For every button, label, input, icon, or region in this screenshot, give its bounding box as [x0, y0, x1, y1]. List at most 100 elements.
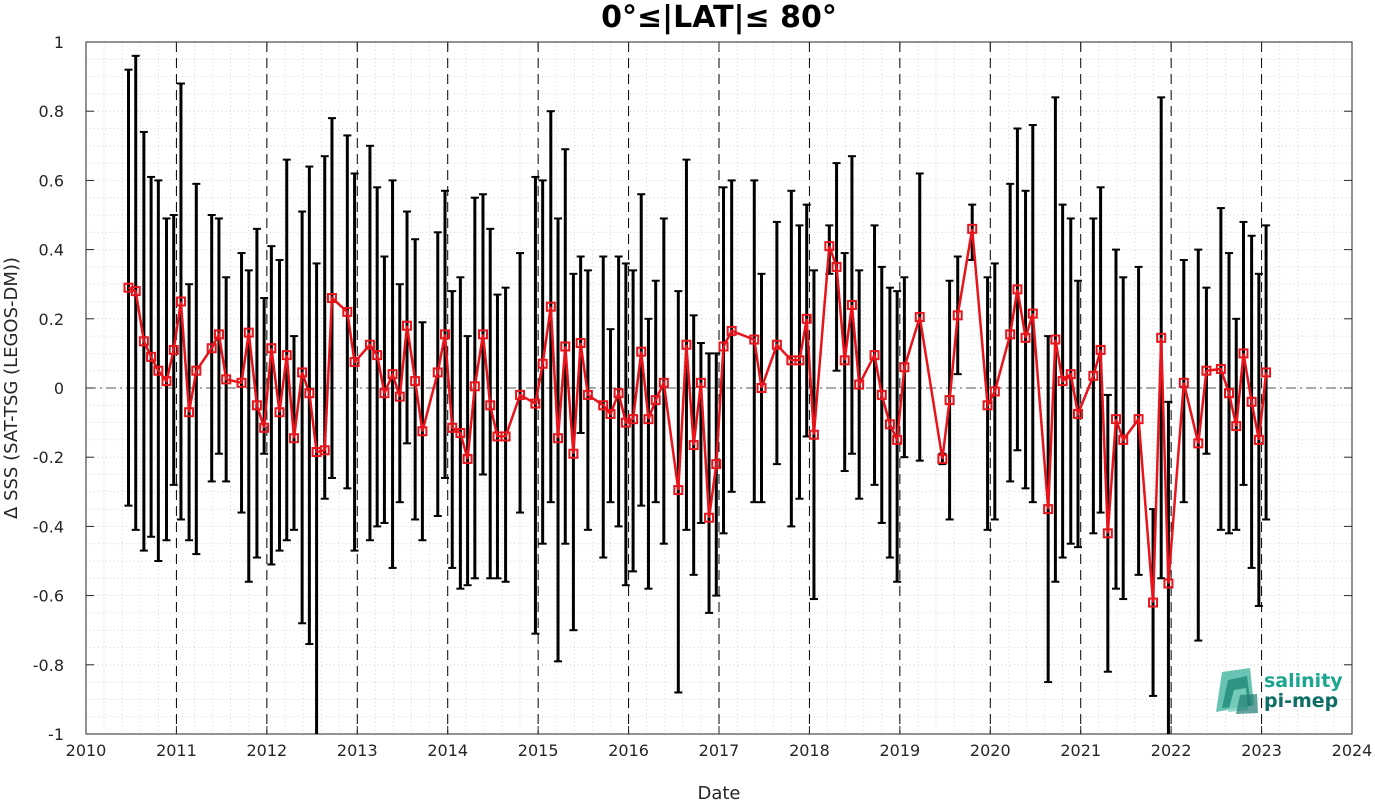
data-point-marker	[756, 383, 767, 393]
data-point-marker	[130, 286, 141, 297]
data-point-marker	[545, 301, 556, 312]
data-point-marker	[161, 376, 172, 387]
data-point-marker	[643, 414, 654, 425]
data-point-marker	[319, 445, 330, 456]
data-point-marker	[394, 391, 405, 402]
data-point-marker	[1224, 388, 1235, 399]
y-tick-label: 0.8	[39, 102, 64, 121]
data-point-marker	[432, 367, 443, 378]
data-point-marker	[1073, 408, 1084, 419]
y-tick-label: -0.8	[33, 656, 64, 675]
data-point-marker	[236, 377, 247, 388]
data-point-marker	[447, 422, 458, 433]
data-point-marker	[1050, 334, 1061, 345]
data-point-marker	[613, 388, 624, 399]
data-point-marker	[326, 293, 337, 304]
data-point-marker	[582, 389, 593, 400]
data-point-marker	[1088, 370, 1099, 381]
data-point-marker	[568, 448, 579, 459]
data-point-marker	[628, 414, 639, 425]
data-point-marker	[967, 223, 978, 234]
data-point-marker	[575, 338, 586, 349]
data-point-marker	[281, 350, 292, 361]
data-point-marker	[221, 374, 232, 385]
data-point-marker	[1020, 332, 1031, 343]
data-point-marker	[1193, 438, 1204, 449]
data-point-marker	[342, 306, 353, 317]
data-point-marker	[982, 400, 993, 411]
data-point-marker	[884, 419, 895, 430]
reference-lines	[86, 42, 1352, 734]
data-point-marker	[937, 453, 948, 464]
data-point-marker	[500, 431, 511, 442]
data-point-marker	[704, 512, 715, 523]
data-point-marker	[892, 434, 903, 445]
salinity-pi-mep-logo: salinity pi-mep	[1216, 668, 1343, 714]
data-point-marker	[1102, 528, 1113, 539]
data-point-marker	[726, 325, 737, 336]
data-point-marker	[636, 346, 647, 357]
data-point-marker	[297, 367, 308, 378]
data-point-marker	[1065, 369, 1076, 380]
data-point-marker	[839, 355, 850, 366]
data-point-marker	[831, 261, 842, 272]
data-point-marker	[440, 329, 451, 340]
data-point-marker	[1118, 434, 1129, 445]
data-point-marker	[266, 343, 277, 354]
data-point-marker	[1005, 329, 1016, 340]
data-point-marker	[469, 381, 480, 392]
y-tick-label: 0	[54, 379, 64, 398]
data-point-marker	[808, 429, 819, 440]
x-tick-label: 2014	[427, 741, 468, 760]
data-point-marker	[387, 369, 398, 380]
x-tick-label: 2012	[246, 741, 287, 760]
data-point-marker	[243, 327, 254, 338]
y-tick-label: -0.4	[33, 517, 64, 536]
data-point-marker	[153, 365, 164, 376]
data-point-marker	[914, 312, 925, 323]
x-tick-label: 2016	[608, 741, 649, 760]
data-point-marker	[1156, 332, 1167, 343]
data-point-marker	[681, 339, 692, 350]
data-point-marker	[1148, 597, 1159, 608]
data-point-marker	[304, 388, 315, 399]
data-point-marker	[1253, 434, 1264, 445]
x-tick-label: 2011	[156, 741, 197, 760]
data-point-marker	[1178, 377, 1189, 388]
x-tick-label: 2022	[1151, 741, 1192, 760]
y-tick-label: 1	[54, 33, 64, 52]
data-point-marker	[695, 377, 706, 388]
data-point-marker	[899, 362, 910, 373]
data-point-marker	[794, 355, 805, 366]
x-tick-label: 2020	[970, 741, 1011, 760]
data-point-marker	[876, 389, 887, 400]
data-point-marker	[650, 395, 661, 406]
data-point-marker	[854, 379, 865, 390]
error-bars	[124, 54, 1271, 734]
data-point-marker	[462, 453, 473, 464]
data-point-marker	[1238, 348, 1249, 359]
data-point-marker	[801, 313, 812, 324]
data-point-marker	[673, 485, 684, 496]
data-point-marker	[824, 241, 835, 252]
data-point-marker	[138, 336, 149, 347]
data-point-marker	[1201, 365, 1212, 376]
axis-ticks: 2010 2011 2012 2013 2014 2015 2016 2017 2018 2019…	[33, 33, 1373, 760]
data-point-marker	[771, 339, 782, 350]
data-point-marker	[688, 440, 699, 451]
data-point-marker	[537, 358, 548, 369]
data-point-marker	[530, 398, 541, 409]
data-point-marker	[598, 400, 609, 411]
x-tick-label: 2019	[879, 741, 920, 760]
data-point-marker	[168, 344, 179, 355]
data-point-marker	[749, 334, 760, 345]
data-point-marker	[944, 395, 955, 406]
wave-logo-icon	[1216, 668, 1258, 714]
y-tick-label: -1	[48, 725, 64, 744]
data-point-marker	[364, 339, 375, 350]
data-point-marker	[477, 329, 488, 340]
data-point-marker	[1261, 367, 1272, 378]
data-point-marker	[184, 407, 195, 418]
x-tick-label: 2024	[1332, 741, 1373, 760]
